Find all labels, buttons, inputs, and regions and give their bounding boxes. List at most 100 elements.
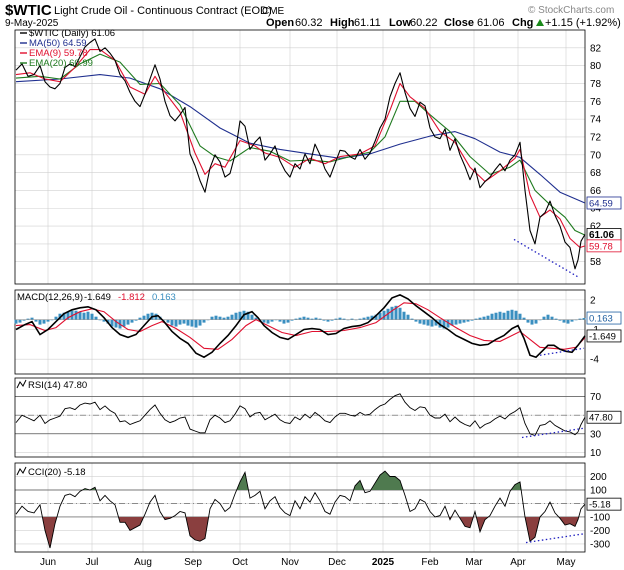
series-line-signal <box>15 302 586 350</box>
macd-histogram-bar <box>318 318 322 320</box>
macd-histogram-bar <box>194 319 198 328</box>
cci-frame <box>14 462 586 553</box>
macd-histogram-bar <box>274 319 278 321</box>
cci-oversold-fill <box>195 516 200 542</box>
macd-histogram-bar <box>394 305 398 320</box>
macd-histogram-bar <box>22 319 26 321</box>
cci-oversold-fill <box>190 516 195 540</box>
rsi-frame <box>14 377 586 458</box>
macd-value-tag-label: -1.649 <box>589 331 616 342</box>
macd-histogram-bar <box>350 318 354 320</box>
divergence-line-rsi <box>521 427 585 439</box>
macd-histogram-bar <box>542 316 546 320</box>
rsi-value-tag: 47.80 <box>586 410 622 424</box>
rsi-value-tag-label: 47.80 <box>589 413 613 424</box>
macd-histogram-bar <box>342 318 346 320</box>
price-value-tag: 64.59 <box>586 196 622 209</box>
macd-histogram-bar <box>470 319 474 321</box>
macd-histogram-bar <box>466 319 470 322</box>
macd-histogram-bar <box>390 306 394 320</box>
cci-overbought-fill <box>355 480 360 490</box>
cci-overbought-fill <box>240 472 245 490</box>
macd-value-tag-label: 0.163 <box>589 314 613 325</box>
legend-signal-value: -1.812 <box>118 292 145 303</box>
macd-histogram-bar <box>18 319 22 323</box>
macd-histogram-bar <box>166 319 170 323</box>
cci-ytick-label: 200 <box>590 472 607 483</box>
macd-histogram-bar <box>378 312 382 320</box>
macd-histogram-bar <box>254 317 258 320</box>
price-ytick-label: 68 <box>590 168 602 179</box>
legend-ema9: EMA(9) 59.78 <box>29 48 88 59</box>
x-tick-label: May <box>557 557 576 568</box>
macd-histogram-bar <box>122 319 126 327</box>
macd-legend: MACD(12,26,9) -1.649 -1.812 0.163 <box>17 292 176 303</box>
macd-histogram-bar <box>182 319 186 324</box>
macd-histogram-bar <box>222 317 226 320</box>
cci-oversold-fill <box>125 516 130 531</box>
divergence-line-macd <box>539 347 585 356</box>
price-ytick-label: 74 <box>590 115 602 126</box>
macd-histogram-bar <box>526 319 530 323</box>
macd-histogram-bar <box>54 316 58 320</box>
macd-histogram-bar <box>34 319 38 322</box>
macd-marks: 0.163 -1.649 <box>14 294 622 359</box>
divergence-line-cci <box>525 533 585 544</box>
macd-histogram-bar <box>46 319 50 322</box>
cci-overbought-fill <box>380 471 385 490</box>
cci-oversold-fill <box>200 516 205 542</box>
macd-histogram-bar <box>262 319 266 323</box>
cci-oversold-fill <box>465 516 470 528</box>
price-value-tag-box <box>586 239 622 253</box>
macd-histogram-bar <box>230 314 234 320</box>
macd-histogram-bar <box>234 312 238 320</box>
macd-histogram-bar <box>226 316 230 320</box>
macd-histogram-bar <box>294 318 298 320</box>
macd-histogram-bar <box>282 319 286 324</box>
macd-histogram-bar <box>14 319 18 324</box>
macd-histogram-bar <box>270 319 274 322</box>
low-value: 60.22 <box>410 17 438 29</box>
x-tick-label: Nov <box>281 557 299 568</box>
open-value: 60.32 <box>295 17 323 29</box>
macd-histogram-bar <box>206 319 210 321</box>
macd-histogram-bar <box>554 318 558 320</box>
macd-histogram-bar <box>566 319 570 324</box>
macd-histogram-bar <box>90 313 94 320</box>
macd-histogram-bar <box>178 319 182 325</box>
macd-histogram-bar <box>570 319 574 322</box>
macd-histogram-bar <box>538 319 542 321</box>
price-value-tag-label: 64.59 <box>589 198 613 209</box>
x-tick-label: Apr <box>510 557 526 568</box>
price-ytick-label: 80 <box>590 61 602 72</box>
cci-overbought-fill <box>375 475 380 490</box>
x-tick-label: Feb <box>421 557 439 568</box>
macd-histogram-bar <box>86 311 90 320</box>
macd-histogram-bar <box>478 317 482 320</box>
macd-histogram-bar <box>246 311 250 320</box>
x-tick-label: 2025 <box>372 557 395 568</box>
cci-ytick-label: 100 <box>590 485 607 496</box>
series-line-cci <box>15 470 586 549</box>
rsi-value-tag-box <box>586 410 622 424</box>
macd-panel: -4-12 <box>14 289 599 375</box>
macd-histogram-bar <box>458 319 462 324</box>
legend-rsi: RSI(14) 47.80 <box>28 380 87 391</box>
cci-value-tag-label: -5.18 <box>589 500 611 511</box>
series-line-macd <box>15 294 586 359</box>
x-axis: Jun Jul Aug Sep Oct Nov Dec 2025 Feb Mar Apr May <box>40 557 576 568</box>
macd-histogram-bar <box>66 311 70 320</box>
cci-value-tag: -5.18 <box>586 497 622 511</box>
change-value: +1.15 (+1.92%) <box>545 17 621 29</box>
divergence-line-price <box>513 238 579 278</box>
high-value: 61.11 <box>354 17 381 29</box>
macd-histogram-bar <box>510 309 514 320</box>
macd-histogram-bar <box>170 319 174 326</box>
macd-histogram-bar <box>146 313 150 320</box>
macd-histogram-bar <box>346 319 350 321</box>
price-value-tag-label: 61.06 <box>589 230 614 241</box>
legend-ma50: MA(50) 64.59 <box>29 38 87 49</box>
macd-histogram-bar <box>474 318 478 320</box>
macd-histogram-bar <box>434 319 438 326</box>
